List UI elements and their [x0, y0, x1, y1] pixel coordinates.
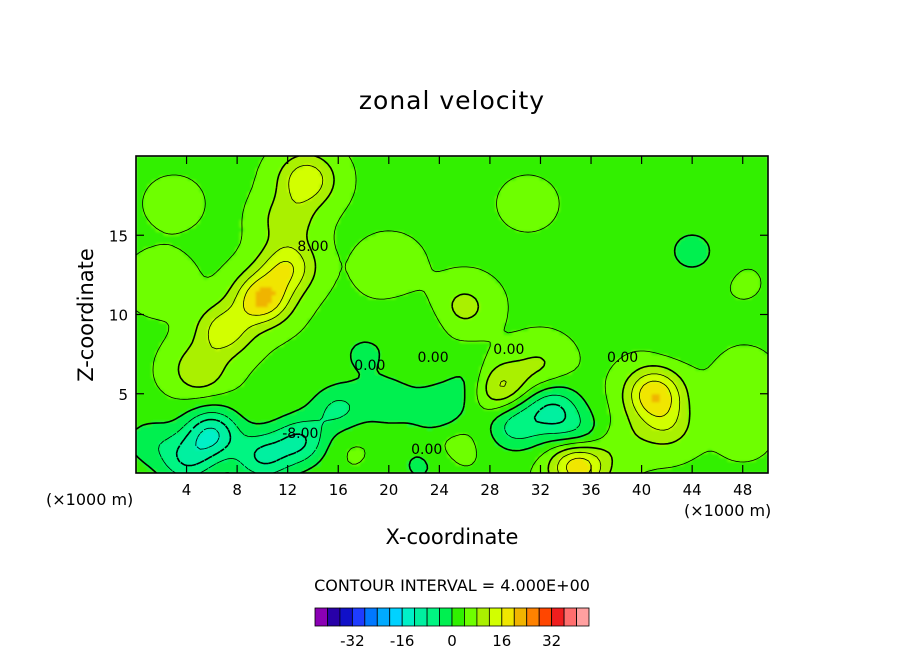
x-tick-label: 16 [329, 481, 348, 499]
colorbar-tick-label: 0 [447, 632, 457, 650]
x-tick-label: 8 [232, 481, 242, 499]
chart-title: zonal velocity [358, 86, 546, 115]
contour-lines [136, 156, 768, 473]
colorbar-swatch [364, 607, 378, 627]
contour-label: 0.00 [411, 442, 442, 458]
colorbar-swatch [351, 607, 366, 627]
contour-line-4 [136, 156, 768, 473]
colorbar: -32 -16 0 16 32 [314, 607, 590, 650]
colorbar-swatch [414, 607, 428, 627]
y-axis-ticks: 5 10 15 [109, 227, 768, 404]
x-axis-ticks: 4 8 12 16 20 24 28 32 36 40 44 48 [182, 156, 752, 499]
x-tick-label: 32 [531, 481, 550, 499]
contour-label: 0.00 [417, 350, 448, 366]
x-tick-label: 12 [278, 481, 297, 499]
colorbar-swatch [327, 607, 341, 627]
colorbar-swatch [339, 607, 353, 627]
contour-labels: 8.00 0.00 0.00 0.00 0.00 0.00 -8.00 [282, 239, 638, 458]
colorbar-swatch [376, 607, 391, 627]
x-tick-label: 44 [683, 481, 702, 499]
colorbar-swatch [451, 607, 465, 627]
colorbar-swatch [488, 607, 503, 627]
y-tick-label: 5 [118, 386, 128, 404]
x-tick-label: 28 [480, 481, 499, 499]
contour-line--12 [195, 427, 220, 450]
contour-label: -8.00 [282, 426, 318, 442]
colorbar-swatch [476, 607, 490, 627]
colorbar-tick-label: -16 [390, 632, 415, 650]
colorbar-swatch [439, 607, 453, 627]
colorbar-tick-label: 16 [492, 632, 511, 650]
contour-line-12 [207, 164, 681, 473]
contour-line-8 [177, 156, 691, 473]
colorbar-swatch [551, 607, 565, 627]
x-tick-label: 4 [182, 481, 192, 499]
y-axis-label: Z-coordinate [74, 248, 98, 382]
contour-interval-label: CONTOUR INTERVAL = 4.000E+00 [314, 576, 590, 595]
colorbar-swatch [563, 607, 577, 627]
colorbar-swatch [401, 607, 416, 627]
colorbar-swatch [526, 607, 540, 627]
colorbar-swatch [389, 607, 403, 627]
contour-line-0 [136, 234, 711, 473]
colorbar-swatch [513, 607, 528, 627]
colorbar-swatch [501, 607, 515, 627]
colorbar-swatch [464, 607, 478, 627]
colorbar-swatch [576, 607, 590, 627]
x-tick-label: 24 [430, 481, 449, 499]
x-units-label-left: (×1000 m) [46, 490, 134, 509]
x-axis-label: X-coordinate [385, 525, 519, 549]
contour-line--4 [158, 394, 581, 473]
x-units-label-right: (×1000 m) [684, 501, 772, 520]
contour-label: 0.00 [354, 358, 385, 374]
x-tick-label: 36 [581, 481, 600, 499]
contour-field [136, 156, 768, 473]
contour-label: 8.00 [297, 239, 328, 255]
y-tick-label: 15 [109, 227, 128, 245]
contour-label: 0.00 [493, 342, 524, 358]
colorbar-swatch [538, 607, 553, 627]
x-tick-label: 20 [379, 481, 398, 499]
contour-line-16 [243, 261, 672, 473]
x-tick-label: 48 [733, 481, 752, 499]
colorbar-tick-label: 32 [542, 632, 561, 650]
contour-label: 0.00 [607, 350, 638, 366]
colorbar-tick-label: -32 [340, 632, 365, 650]
colorbar-swatch [314, 607, 328, 627]
colorbar-swatch [426, 607, 440, 627]
x-tick-label: 40 [632, 481, 651, 499]
y-tick-label: 10 [109, 307, 128, 325]
